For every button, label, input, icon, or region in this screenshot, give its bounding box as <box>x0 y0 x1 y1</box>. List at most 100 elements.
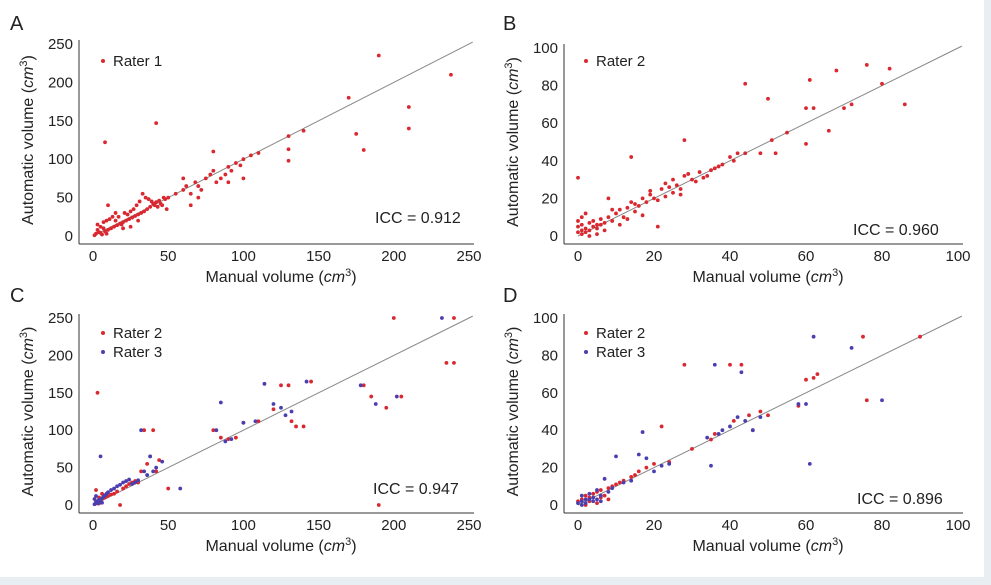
y-tick-label: 60 <box>541 385 558 402</box>
data-point <box>256 151 261 155</box>
data-point <box>238 163 243 168</box>
figure: A 0 50 100 150 200 250 0 50 100 150 200 250 Manual vo… <box>0 0 984 577</box>
data-point <box>731 418 736 423</box>
data-point <box>682 362 687 367</box>
data-point <box>735 415 740 420</box>
data-point <box>121 480 125 485</box>
data-point <box>309 379 313 384</box>
data-point <box>181 176 186 181</box>
data-point <box>640 430 645 434</box>
data-point <box>110 214 115 219</box>
data-point <box>286 158 291 163</box>
data-point <box>583 493 588 498</box>
data-point <box>804 402 808 406</box>
data-point <box>595 501 599 506</box>
legend-marker <box>101 350 105 354</box>
y-tick-label: 0 <box>550 497 558 514</box>
data-point <box>241 420 246 425</box>
data-point <box>648 188 653 193</box>
y-tick-label: 100 <box>48 422 73 439</box>
data-point <box>166 195 171 200</box>
y-tick-label: 150 <box>48 113 73 130</box>
data-point <box>161 195 166 200</box>
data-point <box>178 486 183 491</box>
data-point <box>104 231 109 236</box>
legend-entry: Rater 3 <box>113 344 162 361</box>
data-point <box>804 377 808 382</box>
data-point <box>750 428 755 433</box>
data-point <box>674 183 679 188</box>
data-point <box>602 493 607 498</box>
data-point <box>652 469 656 474</box>
data-point <box>115 484 119 489</box>
data-point <box>346 95 351 100</box>
data-point <box>143 195 148 200</box>
y-tick-label: 20 <box>541 190 558 207</box>
data-point <box>636 204 641 208</box>
data-point <box>682 173 687 178</box>
data-point <box>576 501 580 506</box>
data-point <box>606 486 611 491</box>
data-point <box>796 402 801 406</box>
data-point <box>591 219 596 223</box>
data-point <box>811 375 816 380</box>
data-point <box>671 190 675 195</box>
x-tick-label: 50 <box>160 248 177 265</box>
x-tick-label: 150 <box>306 248 331 265</box>
x-tick-label: 40 <box>722 248 739 265</box>
data-point <box>301 128 306 133</box>
data-point <box>807 78 812 82</box>
data-point <box>743 151 748 156</box>
data-point <box>188 203 193 208</box>
identity-line <box>92 315 473 506</box>
y-tick-label: 0 <box>65 228 73 245</box>
y-tick-label: 0 <box>65 497 73 514</box>
data-point <box>211 168 216 173</box>
x-tick-label: 0 <box>89 517 97 534</box>
x-tick-label: 250 <box>456 517 481 534</box>
data-point <box>617 222 622 227</box>
data-point <box>633 202 637 206</box>
data-point <box>124 479 128 483</box>
data-point <box>621 480 626 485</box>
data-point <box>354 131 359 136</box>
data-point <box>633 473 637 477</box>
data-point <box>811 106 816 111</box>
y-tick-label: 80 <box>541 78 558 95</box>
data-point <box>579 499 584 504</box>
data-point <box>139 428 144 433</box>
data-point <box>95 390 100 395</box>
data-point <box>728 155 732 159</box>
data-point <box>701 175 706 180</box>
data-point <box>758 151 763 156</box>
data-point <box>94 494 98 498</box>
data-point <box>583 501 588 506</box>
data-point <box>576 224 580 229</box>
data-point <box>587 234 592 238</box>
data-point <box>579 503 584 507</box>
x-tick-label: 150 <box>306 517 331 534</box>
data-point <box>140 191 145 196</box>
data-point <box>130 215 135 220</box>
data-point <box>130 482 135 486</box>
series-rater-1 <box>92 53 453 238</box>
data-point <box>391 316 396 320</box>
panel-letter: D <box>503 285 517 307</box>
data-point <box>406 105 411 109</box>
data-point <box>384 405 389 410</box>
data-point <box>579 215 584 220</box>
data-point <box>157 198 162 203</box>
legend-marker <box>101 59 105 63</box>
data-point <box>223 172 228 177</box>
data-point <box>682 138 687 143</box>
data-point <box>406 126 411 131</box>
data-point <box>614 454 618 459</box>
panel-d: D 0 20 40 60 80 100 0 20 40 60 80 100 Manual volume (… <box>503 285 971 555</box>
icc-annotation: ICC = 0.912 <box>375 210 461 227</box>
data-point <box>440 316 444 320</box>
data-point <box>154 469 159 474</box>
data-point <box>98 454 103 459</box>
data-point <box>728 362 732 367</box>
data-point <box>369 394 374 399</box>
data-point <box>606 196 611 201</box>
